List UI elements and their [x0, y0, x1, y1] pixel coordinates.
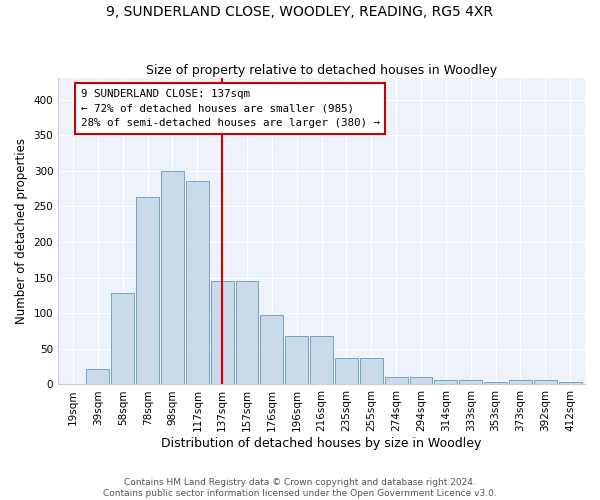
X-axis label: Distribution of detached houses by size in Woodley: Distribution of detached houses by size … [161, 437, 482, 450]
Bar [559, 382, 581, 384]
Bar [86, 369, 109, 384]
Bar [211, 281, 233, 384]
Bar [260, 316, 283, 384]
Bar [385, 378, 407, 384]
Text: Contains HM Land Registry data © Crown copyright and database right 2024.
Contai: Contains HM Land Registry data © Crown c… [103, 478, 497, 498]
Bar [236, 281, 259, 384]
Bar [112, 294, 134, 384]
Bar [410, 378, 433, 384]
Bar [286, 336, 308, 384]
Bar [186, 182, 209, 384]
Bar [509, 380, 532, 384]
Bar [459, 380, 482, 384]
Bar [484, 382, 507, 384]
Bar [360, 358, 383, 384]
Text: 9 SUNDERLAND CLOSE: 137sqm
← 72% of detached houses are smaller (985)
28% of sem: 9 SUNDERLAND CLOSE: 137sqm ← 72% of deta… [80, 89, 380, 128]
Bar [534, 380, 557, 384]
Bar [335, 358, 358, 384]
Bar [310, 336, 333, 384]
Bar [136, 197, 159, 384]
Text: 9, SUNDERLAND CLOSE, WOODLEY, READING, RG5 4XR: 9, SUNDERLAND CLOSE, WOODLEY, READING, R… [107, 5, 493, 19]
Y-axis label: Number of detached properties: Number of detached properties [15, 138, 28, 324]
Bar [161, 171, 184, 384]
Title: Size of property relative to detached houses in Woodley: Size of property relative to detached ho… [146, 64, 497, 77]
Bar [434, 380, 457, 384]
